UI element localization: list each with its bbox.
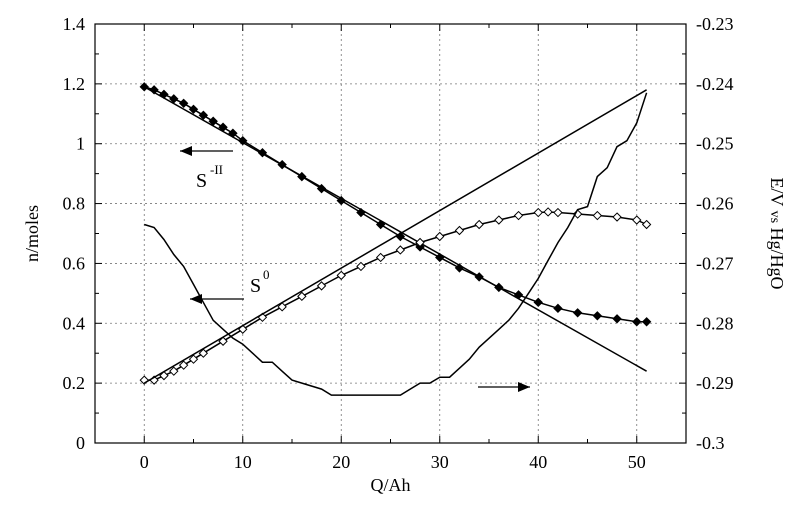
data-point-open-diamond (277, 302, 287, 312)
x-axis-title: Q/Ah (371, 475, 411, 495)
data-point-open-diamond (612, 212, 622, 222)
data-point-filled-diamond (149, 85, 159, 95)
data-point-open-diamond (572, 209, 583, 219)
data-point-open-diamond (375, 252, 386, 263)
data-point-open-diamond (592, 210, 603, 221)
data-point-filled-diamond (257, 147, 268, 158)
arrowhead-left-icon (190, 294, 202, 304)
data-point-filled-diamond (612, 314, 622, 324)
data-point-open-diamond (395, 245, 406, 255)
data-point-open-diamond (178, 360, 189, 370)
annotation-s-zero: S 0 (190, 267, 270, 304)
y-right-title-part-3: Hg/HgO (767, 223, 787, 290)
data-point-filled-diamond (188, 104, 199, 115)
y-right-tick-label: -0.23 (696, 14, 734, 34)
data-point-open-diamond (218, 336, 228, 346)
data-point-open-diamond (474, 219, 484, 230)
annotation-superscript: -II (210, 162, 223, 177)
data-point-open-diamond (632, 215, 642, 225)
y-right-title-part-1: E/V (767, 177, 787, 210)
y-right-tick-label: -0.3 (696, 433, 725, 453)
x-tick-label: 50 (628, 452, 646, 472)
series-layer (139, 82, 652, 396)
series-line-4 (144, 92, 648, 396)
series-line-3 (143, 89, 647, 384)
data-point-open-diamond (415, 237, 425, 248)
data-point-open-diamond (641, 219, 652, 230)
gridlines (95, 23, 686, 444)
axis-ticks: 0 10 20 30 40 50 0 0.2 0.4 0.6 0.8 1 1.2 1.4 -0.3 -0.29… (63, 14, 734, 472)
annotation-s-minus-ii: S -II (180, 146, 233, 192)
data-point-open-diamond (454, 225, 465, 236)
arrowhead-left-icon (180, 146, 192, 156)
data-point-open-diamond (188, 354, 199, 364)
y-left-tick-label: 1 (76, 134, 85, 154)
data-point-filled-diamond (238, 136, 248, 146)
data-point-open-diamond (336, 270, 346, 281)
y-left-tick-label: 0.4 (63, 313, 86, 333)
data-point-open-diamond (533, 207, 543, 218)
annotation-label: S (196, 170, 207, 192)
y-left-tick-label: 1.4 (63, 14, 86, 34)
data-point-open-diamond (356, 261, 366, 272)
y-left-tick-label: 0 (76, 433, 85, 453)
annotation-label: S (250, 275, 261, 297)
x-tick-label: 0 (140, 452, 149, 472)
data-point-open-diamond (297, 291, 307, 302)
data-point-filled-diamond (375, 219, 386, 230)
data-point-filled-diamond (572, 308, 583, 318)
data-point-filled-diamond (592, 311, 603, 321)
y-left-axis-title: n/moles (22, 205, 42, 262)
data-point-filled-diamond (198, 110, 209, 120)
x-tick-label: 30 (431, 452, 449, 472)
annotation-potential-arrow (478, 382, 530, 392)
series-line-1 (143, 86, 647, 372)
data-point-filled-diamond (641, 317, 652, 327)
annotation-superscript: 0 (263, 267, 270, 282)
data-point-open-diamond (316, 281, 327, 291)
y-right-axis-title: E/V vs Hg/HgO (767, 177, 787, 289)
y-right-tick-label: -0.29 (696, 373, 734, 393)
data-point-filled-diamond (316, 183, 327, 194)
data-point-open-diamond (513, 210, 524, 221)
y-right-tick-label: -0.25 (696, 134, 734, 154)
data-point-filled-diamond (553, 303, 563, 314)
y-left-tick-label: 0.8 (63, 194, 86, 214)
plot-frame (94, 23, 687, 444)
data-point-open-diamond (169, 366, 179, 376)
data-point-open-diamond (553, 207, 563, 218)
x-tick-label: 40 (529, 452, 547, 472)
data-point-open-diamond (198, 348, 209, 358)
y-right-title-part-2: vs (767, 211, 782, 223)
y-right-tick-label: -0.24 (696, 74, 734, 94)
data-point-open-diamond (435, 231, 445, 242)
data-point-filled-diamond (533, 297, 543, 308)
y-right-tick-label: -0.26 (696, 194, 734, 214)
y-left-tick-label: 0.2 (63, 373, 86, 393)
x-tick-label: 10 (234, 452, 252, 472)
y-right-tick-label: -0.27 (696, 253, 734, 273)
x-tick-label: 20 (332, 452, 350, 472)
data-point-filled-diamond (632, 317, 642, 327)
y-right-tick-label: -0.28 (696, 313, 734, 333)
arrowhead-right-icon (518, 382, 530, 392)
data-point-filled-diamond (178, 98, 189, 109)
series-line-0 (144, 86, 647, 323)
y-left-tick-label: 1.2 (63, 74, 86, 94)
y-left-tick-label: 0.6 (63, 253, 86, 273)
data-point-open-diamond (543, 207, 553, 217)
data-point-open-diamond (494, 215, 504, 225)
